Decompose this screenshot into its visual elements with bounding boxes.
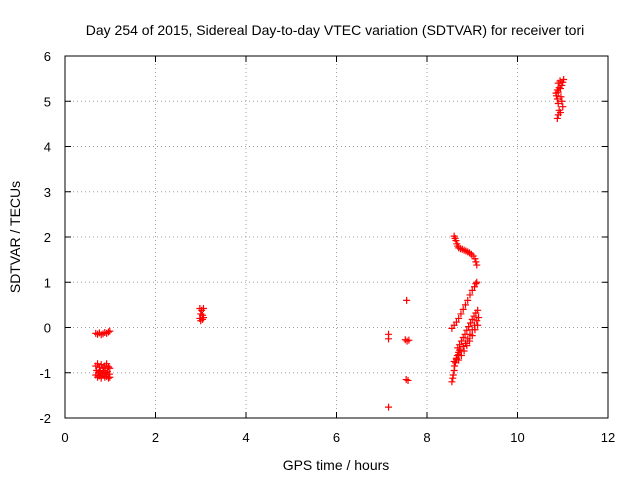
data-point [475, 314, 483, 322]
data-point [449, 371, 457, 379]
data-point [473, 261, 481, 269]
x-tick-label: 12 [601, 430, 615, 445]
data-point [461, 301, 469, 309]
data-point [457, 352, 465, 360]
data-point [452, 237, 460, 245]
x-tick-label: 4 [242, 430, 249, 445]
data-point [464, 296, 472, 304]
data-point [448, 378, 456, 386]
x-tick-label: 10 [510, 430, 524, 445]
data-point [474, 321, 482, 329]
x-tick-label: 6 [333, 430, 340, 445]
data-point [463, 342, 471, 350]
data-point [468, 286, 476, 294]
y-tick-label: 5 [44, 94, 51, 109]
data-point [198, 306, 206, 314]
data-point [556, 109, 564, 117]
x-tick-label: 0 [61, 430, 68, 445]
data-point [405, 336, 413, 344]
y-tick-label: 4 [44, 140, 51, 155]
data-point [459, 305, 467, 313]
x-axis-label: GPS time / hours [283, 457, 390, 473]
data-point [456, 341, 464, 349]
data-point [468, 332, 476, 340]
data-point [466, 319, 474, 327]
data-point [106, 373, 114, 381]
data-point [403, 337, 411, 345]
data-point [385, 403, 393, 411]
data-point [556, 77, 564, 85]
data-point [94, 360, 102, 368]
y-tick-label: 6 [44, 49, 51, 64]
data-point [552, 89, 560, 97]
data-point [473, 278, 481, 286]
data-point [553, 95, 561, 103]
data-point [465, 323, 473, 331]
chart-title: Day 254 of 2015, Sidereal Day-to-day VTE… [86, 22, 585, 38]
data-point [466, 337, 474, 345]
data-point [472, 258, 480, 266]
data-point [97, 361, 105, 369]
data-point [553, 114, 561, 122]
data-point [471, 255, 479, 263]
data-point [104, 328, 112, 336]
data-point [455, 314, 463, 322]
data-point [199, 315, 207, 323]
data-point [104, 363, 112, 371]
data-point [104, 374, 112, 382]
y-tick-label: 1 [44, 275, 51, 290]
data-point [556, 85, 564, 93]
data-point [106, 327, 114, 335]
data-point [403, 296, 411, 304]
data-point [560, 76, 568, 84]
data-point [457, 310, 465, 318]
data-point [452, 318, 460, 326]
data-point [471, 326, 479, 334]
y-tick-label: 2 [44, 230, 51, 245]
data-point [554, 100, 562, 108]
x-tick-labels: 0 2 4 6 8 10 12 [61, 430, 615, 445]
data-points [92, 76, 568, 411]
data-point [555, 84, 563, 92]
data-point [385, 335, 393, 343]
x-tick-label: 8 [423, 430, 430, 445]
data-point [106, 364, 114, 372]
data-point [460, 347, 468, 355]
data-point [457, 337, 465, 345]
data-point [559, 103, 567, 111]
y-tick-label: -1 [39, 366, 51, 381]
x-tick-label: 2 [152, 430, 159, 445]
grid-lines [65, 56, 608, 418]
data-point [472, 280, 480, 288]
data-point [557, 93, 565, 101]
y-tick-label: 3 [44, 185, 51, 200]
data-point [199, 304, 207, 312]
axis-ticks [64, 55, 609, 419]
data-point [404, 376, 412, 384]
data-point [466, 291, 474, 299]
data-point [558, 97, 566, 105]
y-tick-label: 0 [44, 321, 51, 336]
y-tick-label: -2 [39, 411, 51, 426]
data-point [455, 356, 463, 364]
data-point [402, 376, 410, 384]
y-tick-labels: -2 -1 0 1 2 3 4 5 6 [39, 49, 51, 426]
data-point [474, 306, 482, 314]
data-point [471, 283, 479, 291]
y-axis-label: SDTVAR / TECUs [7, 181, 23, 293]
